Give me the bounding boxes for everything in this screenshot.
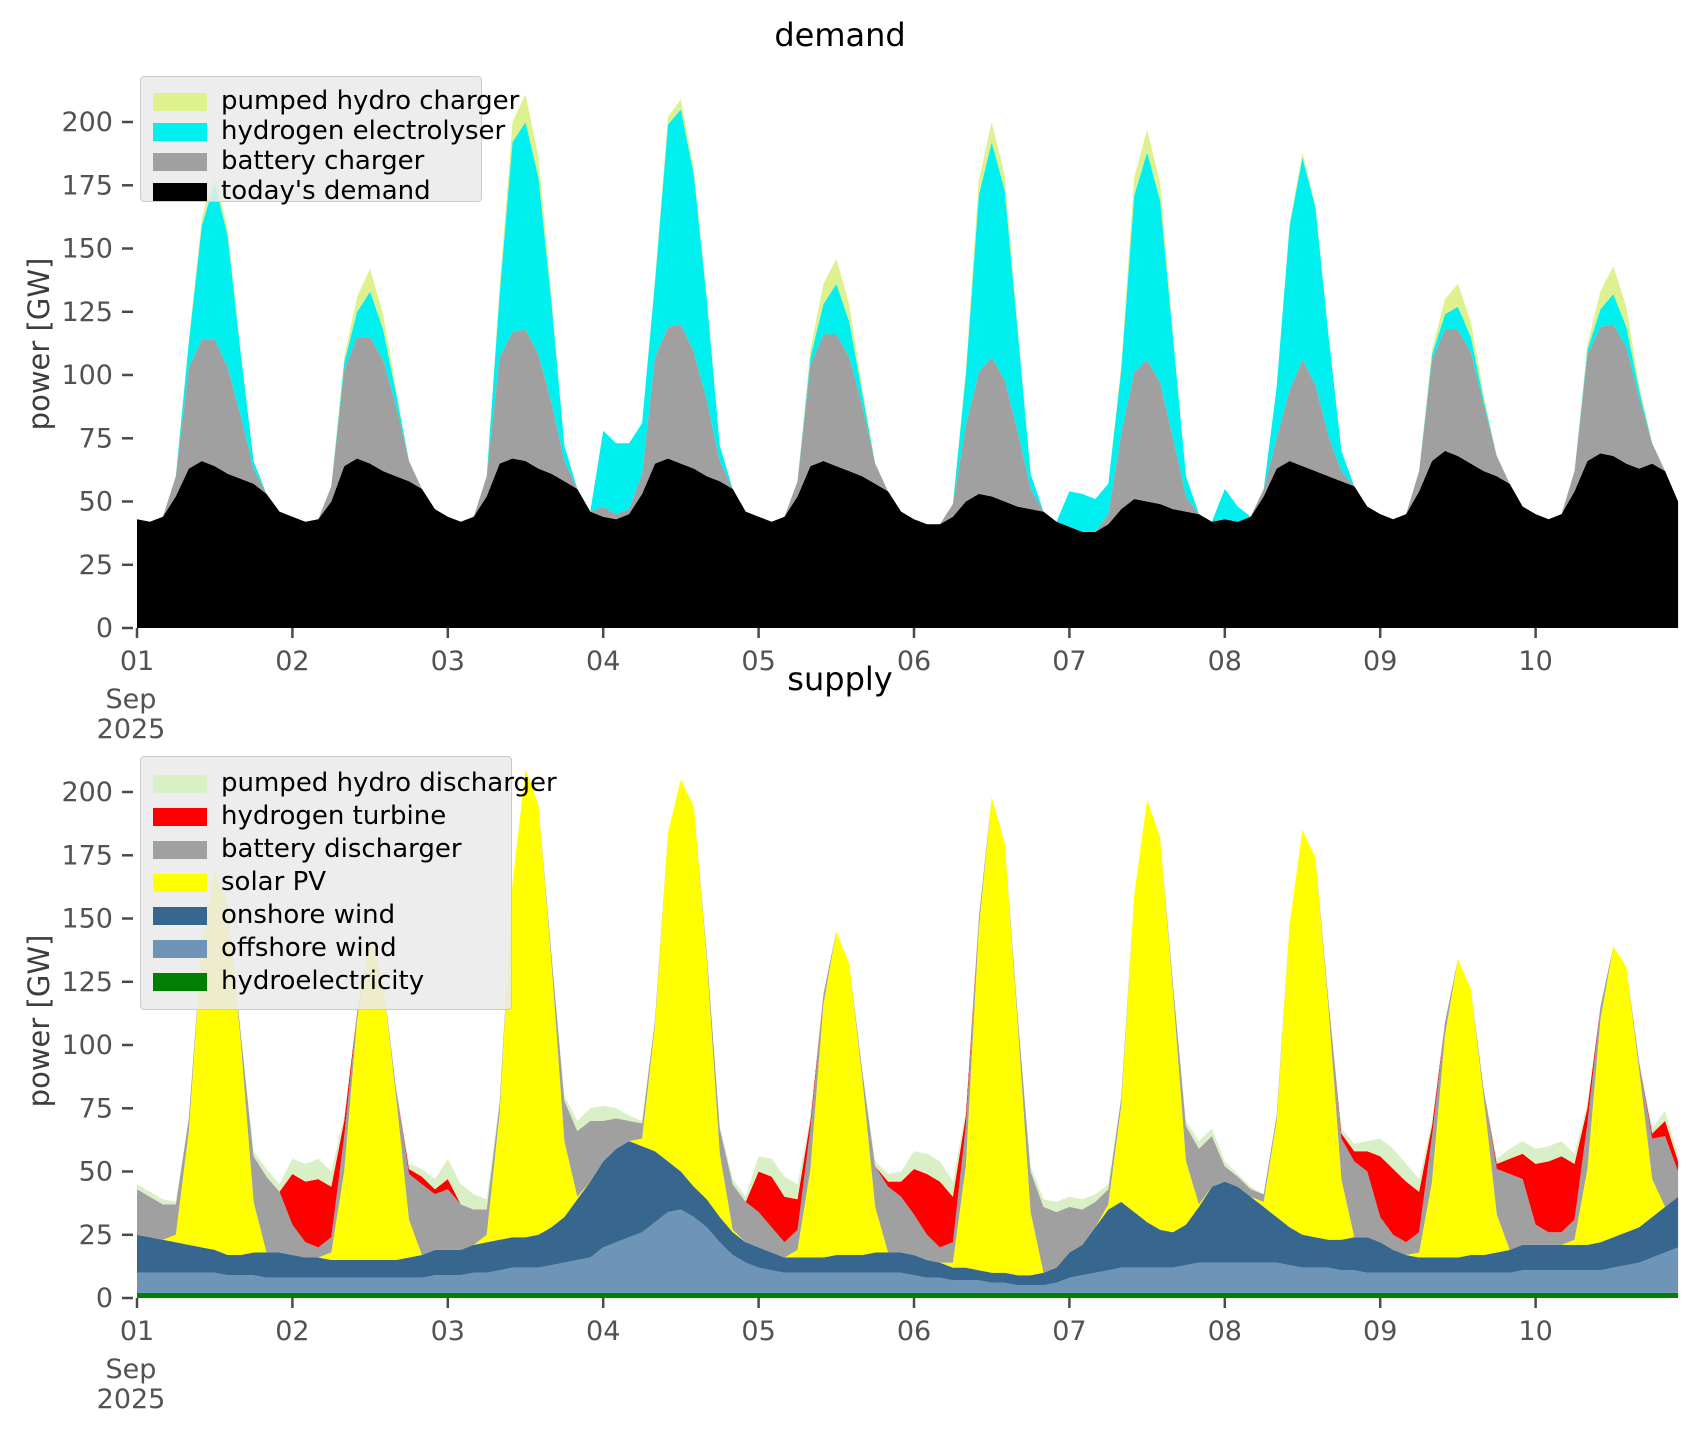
area-battery-discharger	[137, 769, 1679, 1273]
y-tick-label: 125	[61, 297, 113, 328]
y-tick-label: 175	[61, 170, 113, 201]
y-tick-label: 150	[61, 234, 113, 265]
x-tick-label: 04	[586, 646, 620, 677]
y-tick-label: 75	[79, 1093, 113, 1124]
area-hydrogen-electrolyser	[137, 109, 1679, 532]
legend-item: today's demand	[153, 175, 463, 207]
legend-label: pumped hydro charger	[221, 86, 520, 116]
y-tick-label: 75	[79, 423, 113, 454]
y-tick-label: 175	[61, 840, 113, 871]
x-tick-label: 05	[741, 1316, 775, 1347]
legend-item: pumped hydro charger	[153, 86, 519, 117]
x-tick-label: 06	[897, 646, 931, 677]
demand-chart-title: demand	[774, 16, 906, 54]
x-tick-label: 08	[1208, 1316, 1242, 1347]
x-tick-label: 05	[741, 646, 775, 677]
legend-item: pumped hydro discharger	[153, 768, 557, 799]
x-axis-year-label: 2025	[97, 714, 166, 745]
y-tick-label: 25	[79, 550, 113, 581]
legend-swatch-pumped-hydro-charger	[153, 92, 207, 111]
legend-swatch-battery-charger	[153, 152, 207, 171]
y-tick-label: 200	[61, 107, 113, 138]
legend-label: battery discharger	[221, 833, 462, 864]
legend-item: solar PV	[153, 867, 493, 898]
x-axis-year-label: 2025	[97, 1384, 166, 1415]
demand-y-axis-label: power [GW]	[22, 257, 56, 431]
legend-swatch-hydrogen-electrolyser	[153, 122, 207, 141]
legend-item: offshore wind	[153, 933, 493, 964]
area-battery-charger	[137, 324, 1679, 532]
legend-item: onshore wind	[153, 900, 493, 931]
x-tick-label: 01	[120, 646, 154, 677]
legend-item: battery charger	[153, 145, 463, 177]
x-tick-label: 02	[275, 1316, 309, 1347]
y-tick-label: 125	[61, 967, 113, 998]
legend-item: hydrogen turbine	[153, 800, 493, 832]
legend-item: battery discharger	[153, 833, 493, 865]
y-tick-label: 25	[79, 1220, 113, 1251]
legend-label: pumped hydro discharger	[221, 767, 557, 798]
supply-chart-title: supply	[787, 660, 893, 698]
legend-label: solar PV	[221, 867, 327, 898]
x-tick-label: 08	[1208, 646, 1242, 677]
area-hydroelectricity	[137, 1292, 1679, 1298]
legend-swatch-hydrogen-turbine	[153, 807, 207, 826]
legend-swatch-battery-discharger	[153, 840, 207, 859]
x-tick-label: 01	[120, 1316, 154, 1347]
y-tick-label: 150	[61, 904, 113, 935]
legend-swatch-today-s-demand	[153, 182, 207, 201]
y-tick-label: 100	[61, 360, 113, 391]
x-tick-label: 10	[1518, 646, 1552, 677]
x-tick-label: 02	[275, 646, 309, 677]
legend-item: hydrogen electrolyser	[153, 116, 505, 147]
legend-swatch-onshore-wind	[153, 907, 207, 926]
area-solar-pv	[137, 769, 1679, 1276]
area-pumped-hydro-discharger	[137, 769, 1679, 1212]
x-tick-label: 04	[586, 1316, 620, 1347]
demand-legend: pumped hydro charger hydrogen electrolyse…	[140, 76, 519, 206]
legend-swatch-offshore-wind	[153, 940, 207, 959]
demand-plot: 0 25 50 75 100 125 150 175 200 01 02 03 04 05 06 07 08 09…	[61, 94, 1679, 745]
y-tick-label: 50	[79, 487, 113, 518]
legend-swatch-pumped-hydro-discharger	[153, 774, 207, 793]
area-onshore-wind	[137, 1141, 1679, 1286]
x-tick-label: 03	[431, 1316, 465, 1347]
legend-label: hydroelectricity	[221, 966, 425, 997]
y-tick-label: 50	[79, 1157, 113, 1188]
x-tick-label: 07	[1052, 646, 1086, 677]
supply-plot: 0 25 50 75 100 125 150 175 200 01 02 03 04 05 06 07 08 09…	[61, 769, 1679, 1415]
x-tick-label: 09	[1363, 646, 1397, 677]
x-axis-month-label: Sep	[106, 1354, 157, 1385]
y-tick-label: 0	[96, 613, 113, 644]
x-axis-month-label: Sep	[106, 684, 157, 715]
legend-label: hydrogen turbine	[221, 800, 447, 831]
x-tick-label: 06	[897, 1316, 931, 1347]
supply-legend: pumped hydro discharger hydrogen turbine b…	[140, 756, 557, 1010]
area-offshore-wind	[137, 1209, 1679, 1293]
legend-label: today's demand	[221, 175, 431, 206]
y-tick-label: 200	[61, 777, 113, 808]
y-tick-label: 100	[61, 1030, 113, 1061]
y-tick-label: 0	[96, 1283, 113, 1314]
x-tick-label: 03	[431, 646, 465, 677]
legend-label: battery charger	[221, 145, 425, 176]
legend-label: onshore wind	[221, 900, 396, 931]
x-tick-label: 09	[1363, 1316, 1397, 1347]
area-today-s-demand	[137, 450, 1679, 628]
legend-label: offshore wind	[221, 933, 397, 964]
supply-y-axis-label: power [GW]	[22, 934, 56, 1108]
x-tick-label: 10	[1518, 1316, 1552, 1347]
legend-swatch-hydroelectricity	[153, 973, 207, 992]
x-tick-label: 07	[1052, 1316, 1086, 1347]
legend-swatch-solar-pv	[153, 873, 207, 892]
legend-label: hydrogen electrolyser	[221, 115, 506, 146]
area-hydrogen-turbine	[137, 769, 1679, 1248]
legend-item: hydroelectricity	[153, 967, 493, 997]
